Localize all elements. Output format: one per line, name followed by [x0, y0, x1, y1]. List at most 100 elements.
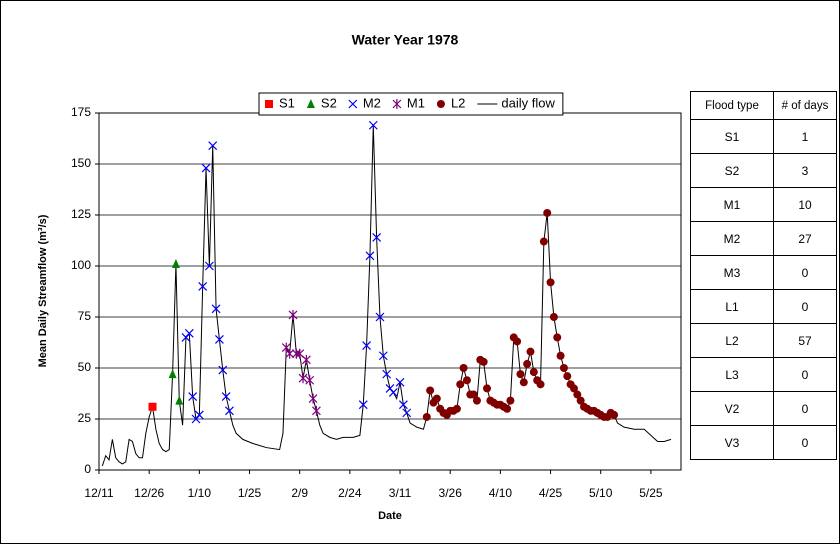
- legend-label: S2: [321, 95, 337, 110]
- table-cell: 0: [773, 289, 837, 324]
- y-tick-label: 125: [71, 207, 91, 221]
- marker: [225, 406, 234, 416]
- table-cell: 0: [773, 391, 837, 426]
- marker: [368, 120, 378, 130]
- table-row: S1 1: [690, 119, 837, 154]
- marker: [305, 375, 315, 386]
- table-cell: L2: [690, 323, 774, 358]
- table-cell: V3: [690, 425, 774, 460]
- marker: [285, 348, 295, 359]
- table-row: L2 57: [690, 323, 837, 358]
- marker: [378, 351, 388, 361]
- x-tick-label: 5/25: [639, 486, 663, 500]
- marker: [398, 400, 408, 410]
- marker: [543, 208, 552, 217]
- legend-label: M2: [363, 95, 381, 110]
- x-tick-label: 3/11: [389, 486, 412, 500]
- flow-line: [101, 125, 672, 467]
- marker: [513, 337, 522, 346]
- x-tick-label: 2/24: [338, 486, 362, 500]
- marker: [456, 380, 465, 389]
- table-cell: 0: [773, 425, 837, 460]
- marker: [402, 408, 412, 418]
- marker: [395, 377, 405, 387]
- table-row: M1 10: [690, 187, 837, 222]
- x-tick-label: 5/10: [589, 486, 613, 500]
- marker: [392, 99, 402, 109]
- table-row: M2 27: [690, 221, 837, 256]
- table-row: V3 0: [690, 425, 837, 460]
- marker: [365, 251, 375, 261]
- marker: [479, 357, 488, 366]
- y-tick-label: 0: [84, 462, 91, 476]
- x-tick-label: 12/26: [134, 486, 164, 500]
- table-cell: 1: [773, 119, 837, 154]
- x-tick-label: 3/26: [439, 486, 463, 500]
- marker: [168, 369, 177, 379]
- marker: [432, 394, 441, 403]
- marker: [265, 100, 273, 108]
- marker: [563, 372, 572, 381]
- marker: [201, 163, 211, 173]
- x-tick-label: 1/10: [188, 486, 212, 500]
- marker: [573, 390, 582, 399]
- marker: [311, 405, 321, 416]
- marker: [184, 328, 194, 338]
- plot-frame: [98, 112, 682, 471]
- marker: [459, 364, 468, 372]
- legend-label: M1: [407, 95, 425, 110]
- y-tick-label: 25: [78, 411, 92, 425]
- marker: [536, 380, 545, 389]
- marker: [288, 309, 298, 320]
- marker: [372, 233, 382, 242]
- marker: [569, 384, 578, 393]
- marker: [503, 404, 512, 413]
- marker: [526, 347, 535, 356]
- marker: [194, 410, 204, 420]
- marker: [308, 393, 318, 404]
- marker: [576, 396, 585, 405]
- marker: [301, 354, 311, 365]
- table-cell: S2: [690, 153, 774, 188]
- marker: [559, 364, 568, 372]
- table-cell: M2: [690, 221, 774, 256]
- marker: [348, 99, 358, 109]
- marker: [523, 359, 532, 368]
- table-row: M3 0: [690, 255, 837, 290]
- table-cell: M1: [690, 187, 774, 222]
- x-tick-label: 12/11: [84, 486, 113, 500]
- marker: [175, 395, 184, 405]
- y-tick-label: 100: [71, 258, 91, 272]
- table-row: L3 0: [690, 357, 837, 392]
- x-tick-label: 4/25: [539, 486, 563, 500]
- marker: [519, 378, 528, 387]
- table-cell: 0: [773, 255, 837, 290]
- marker: [549, 313, 558, 321]
- table-cell: M3: [690, 255, 774, 290]
- x-tick-label: 1/25: [238, 486, 262, 500]
- x-tick-label: 4/10: [489, 486, 513, 500]
- marker: [204, 261, 214, 271]
- y-tick-label: 50: [78, 360, 92, 374]
- marker: [483, 384, 491, 393]
- marker: [529, 368, 538, 377]
- legend-box: [258, 92, 564, 116]
- flood-table: Flood type # of days S1 1 S2 3 M1 10 M2 27 M3 0 L1…: [690, 91, 837, 460]
- marker: [148, 402, 157, 411]
- x-axis-label: Date: [378, 510, 402, 522]
- y-tick-label: 175: [71, 105, 91, 119]
- table-header: # of days: [773, 91, 837, 120]
- marker: [214, 335, 224, 344]
- y-axis-label: Mean Daily Streamflow (m³/s): [37, 214, 49, 367]
- table-row: S2 3: [690, 153, 837, 188]
- marker: [375, 312, 385, 322]
- marker: [221, 392, 231, 401]
- marker: [546, 278, 555, 287]
- table-cell: 27: [773, 221, 837, 256]
- marker: [208, 141, 218, 151]
- marker: [358, 400, 368, 410]
- marker: [198, 281, 208, 291]
- marker: [382, 369, 392, 379]
- marker: [426, 386, 435, 395]
